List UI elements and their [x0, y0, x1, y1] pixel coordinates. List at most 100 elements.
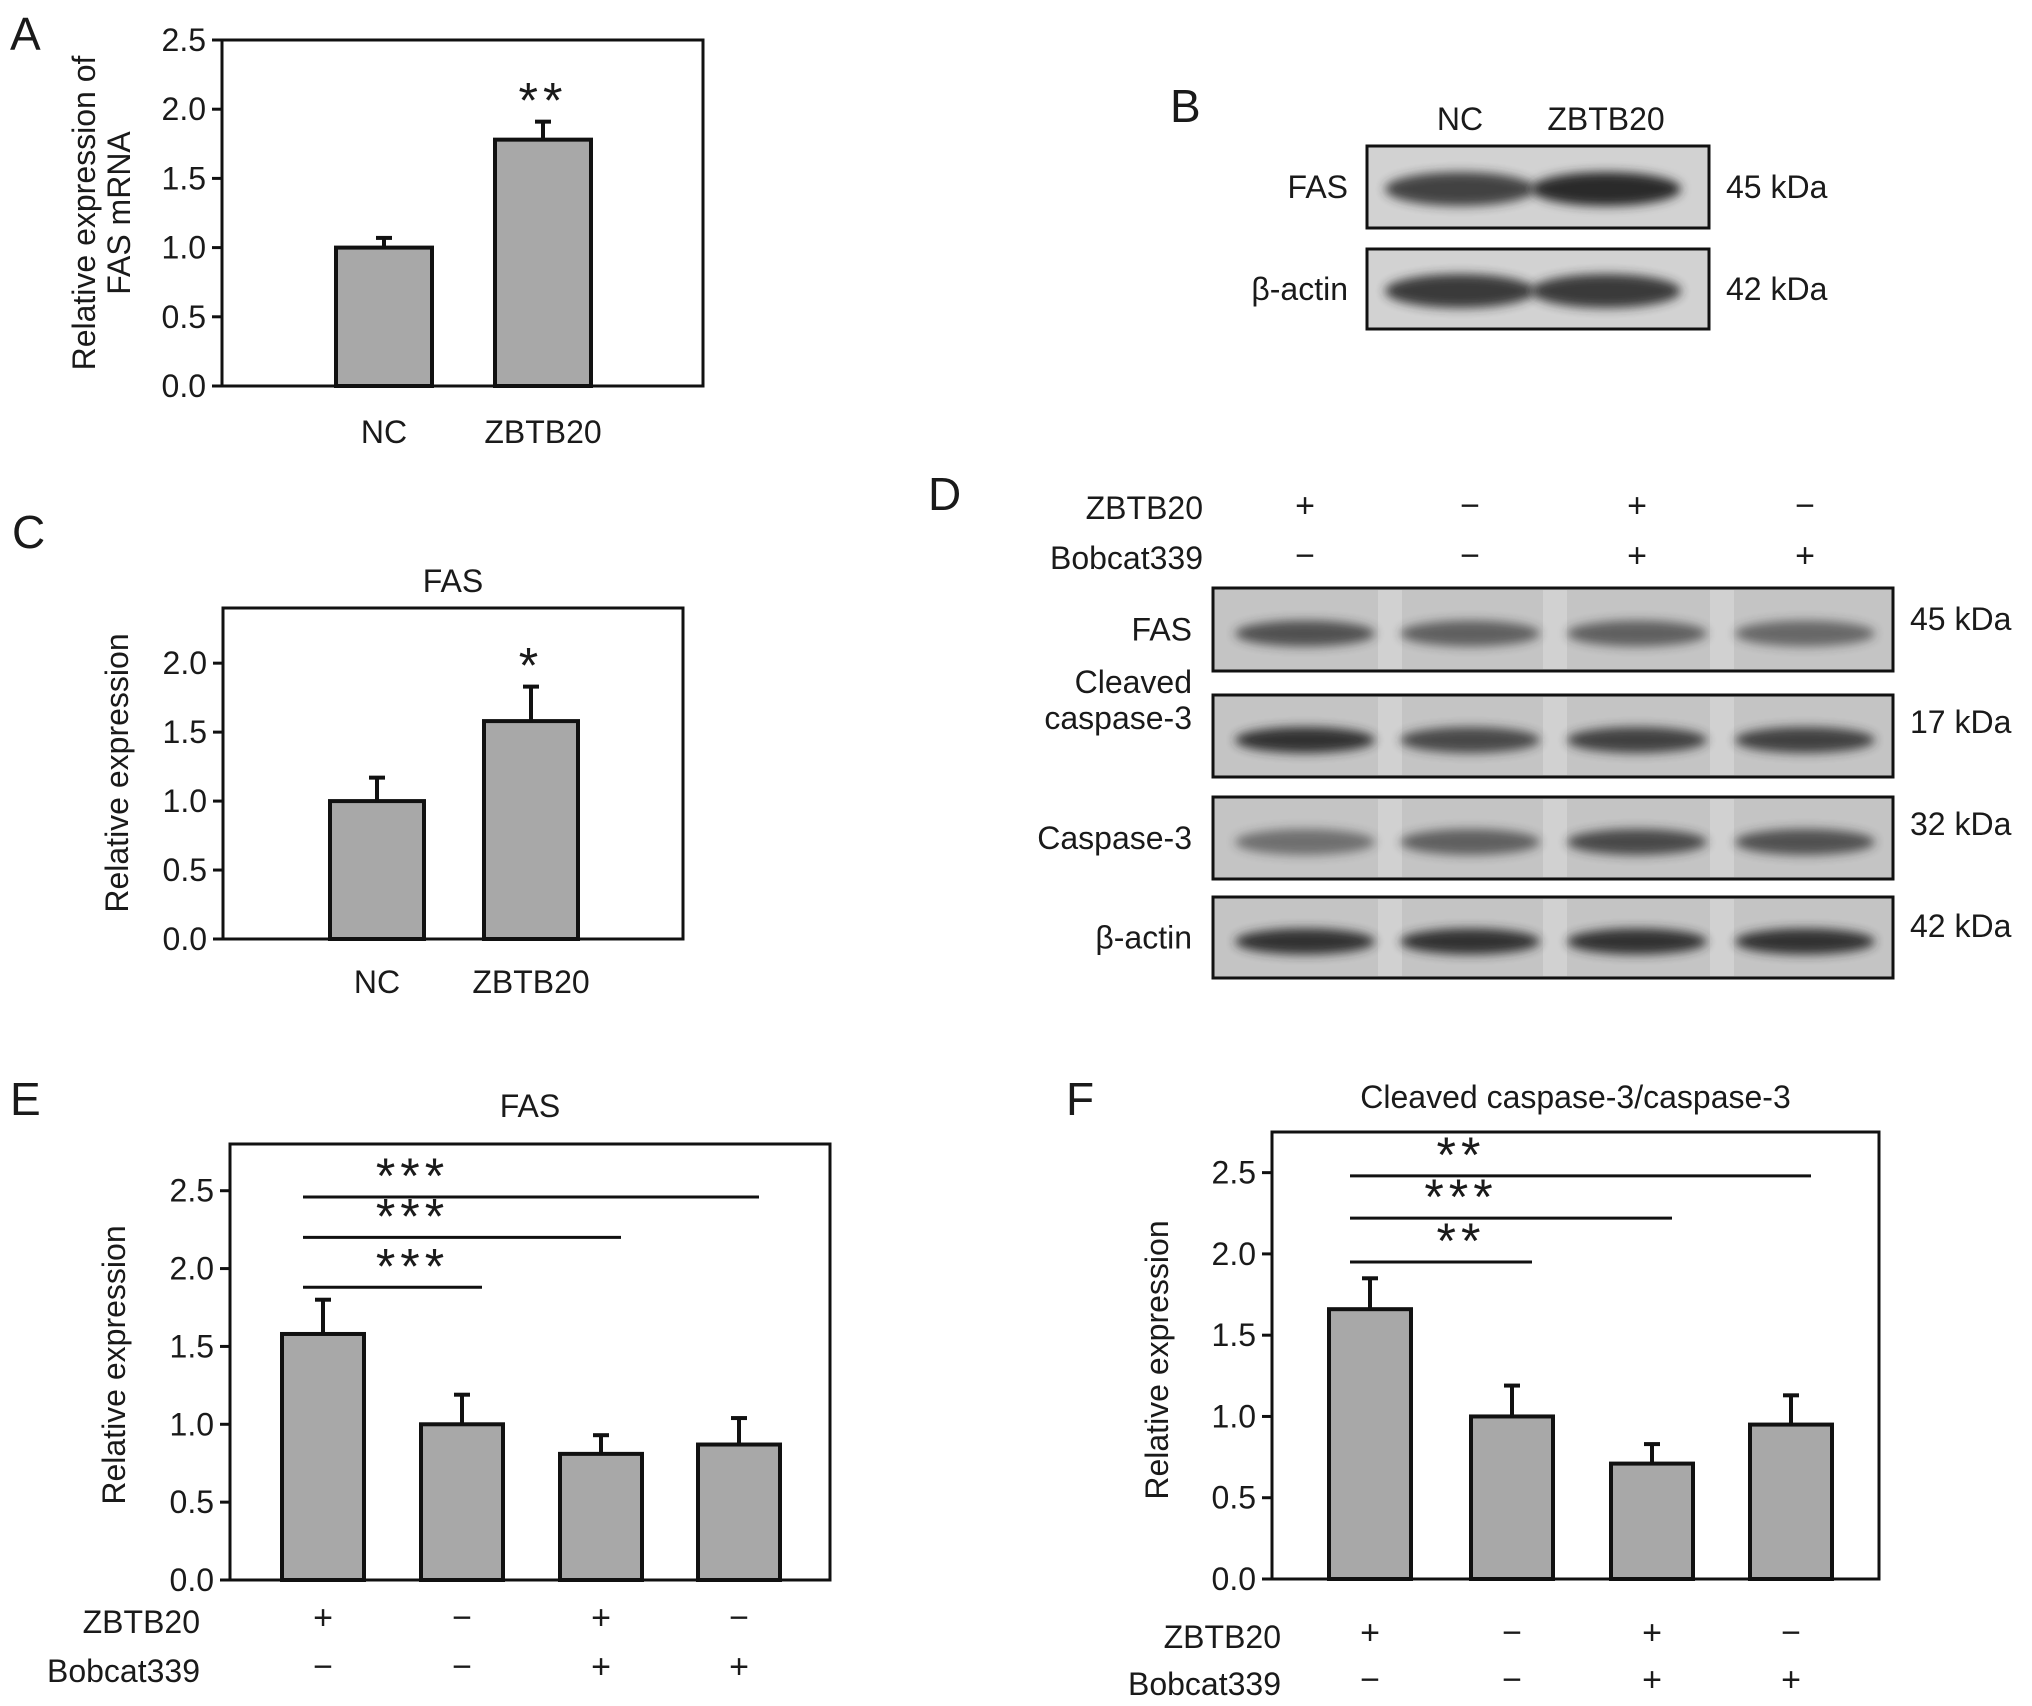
- blot-size-label: 45 kDa: [1910, 601, 2012, 637]
- protein-band: [1735, 620, 1875, 647]
- x-category-label: NC: [354, 964, 400, 1000]
- y-tick-label: 1.0: [1212, 1398, 1256, 1434]
- lane-gap: [1710, 799, 1734, 877]
- condition-sign: +: [591, 1599, 611, 1637]
- western-blot-d: ZBTB20 + − + − Bobcat339 − − + + FAS 45 kDa Cleavedc…: [1037, 487, 2012, 980]
- protein-band: [1531, 172, 1681, 206]
- condition-row-label: Bobcat339: [47, 1653, 200, 1689]
- lane-gap: [1378, 590, 1402, 669]
- chart-e-fas-treatments: 0.0 0.5 1.0 1.5 2.0 2.5 FAS Relative expression…: [47, 1088, 832, 1689]
- y-axis-title: Relative expression: [99, 633, 135, 912]
- lane-gap: [1710, 697, 1734, 775]
- blot-condition-sign: −: [1460, 487, 1480, 525]
- blot-row-label: Caspase-3: [1037, 820, 1192, 856]
- blot-row-label: β-actin: [1251, 271, 1348, 307]
- panel-letter-e: E: [10, 1073, 41, 1125]
- bar: [419, 1422, 505, 1583]
- blot-size-label: 42 kDa: [1910, 908, 2012, 944]
- bar: [482, 719, 580, 942]
- y-axis-title: Relative expression of: [66, 55, 102, 370]
- y-tick-label: 0.0: [170, 1562, 214, 1598]
- plot-frame: [1270, 1130, 1881, 1581]
- lane-gap: [1378, 799, 1402, 877]
- condition-sign: +: [729, 1648, 749, 1686]
- bar: [328, 799, 426, 941]
- protein-band: [1400, 620, 1540, 647]
- significance-marker: **: [519, 73, 568, 129]
- y-axis-title: Relative expression: [1139, 1220, 1175, 1499]
- panel-letter-d: D: [928, 468, 961, 520]
- blot-condition-sign: +: [1295, 487, 1315, 525]
- condition-sign: +: [1781, 1661, 1801, 1699]
- comparison-significance: ***: [1424, 1169, 1497, 1225]
- y-tick-label: 1.5: [1212, 1317, 1256, 1353]
- chart-f-cleaved-caspase-ratio: 0.0 0.5 1.0 1.5 2.0 2.5 Cleaved caspase-3/casp…: [1128, 1079, 1881, 1702]
- x-category-label: ZBTB20: [484, 414, 601, 450]
- bar: [1469, 1414, 1555, 1582]
- condition-sign: −: [452, 1648, 472, 1686]
- blot-condition-sign: +: [1627, 487, 1647, 525]
- blot-lane-label: NC: [1437, 101, 1483, 137]
- y-tick-label: 1.0: [163, 783, 207, 819]
- bar: [334, 245, 434, 388]
- y-tick-label: 1.5: [162, 160, 206, 196]
- comparison-significance: ***: [376, 1238, 449, 1294]
- condition-sign: −: [1781, 1614, 1801, 1652]
- protein-band: [1235, 727, 1375, 753]
- blot-row-label: Cleaved: [1075, 664, 1192, 700]
- y-tick-label: 2.0: [163, 645, 207, 681]
- y-tick-label: 2.0: [170, 1251, 214, 1287]
- protein-band: [1385, 274, 1535, 308]
- lane-gap: [1378, 899, 1402, 976]
- comparison-significance: **: [1437, 1213, 1486, 1269]
- chart-title: FAS: [500, 1088, 560, 1124]
- condition-sign: +: [1642, 1614, 1662, 1652]
- lane-gap: [1710, 899, 1734, 976]
- lane-gap: [1710, 590, 1734, 669]
- blot-lane-label: ZBTB20: [1547, 101, 1664, 137]
- blot-condition-label: ZBTB20: [1086, 490, 1203, 526]
- bar: [1327, 1307, 1413, 1581]
- y-tick-label: 0.5: [170, 1484, 214, 1520]
- condition-sign: +: [1642, 1661, 1662, 1699]
- x-category-label: ZBTB20: [472, 964, 589, 1000]
- protein-band: [1567, 829, 1707, 855]
- blot-row-label: FAS: [1132, 612, 1192, 648]
- bar: [493, 137, 593, 388]
- blot-condition-sign: −: [1295, 537, 1315, 575]
- condition-row-label: ZBTB20: [83, 1604, 200, 1640]
- blot-row-label: FAS: [1288, 169, 1348, 205]
- y-tick-label: 0.5: [162, 299, 206, 335]
- y-tick-label: 0.0: [163, 921, 207, 957]
- condition-sign: +: [313, 1599, 333, 1637]
- blot-condition-sign: +: [1627, 537, 1647, 575]
- plot-frame: [221, 606, 685, 941]
- y-tick-label: 2.5: [1212, 1155, 1256, 1191]
- y-axis-title: Relative expression: [96, 1225, 132, 1504]
- y-tick-label: 1.0: [170, 1406, 214, 1442]
- lane-gap: [1543, 799, 1567, 877]
- y-tick-label: 1.5: [170, 1328, 214, 1364]
- y-tick-label: 2.5: [162, 22, 206, 58]
- protein-band: [1735, 829, 1875, 855]
- western-blot-b: NC ZBTB20 FAS 45 kDa β-actin 42 kDa: [1251, 101, 1828, 331]
- protein-band: [1567, 727, 1707, 753]
- bar: [1609, 1461, 1695, 1582]
- protein-band: [1235, 829, 1375, 855]
- condition-sign: +: [591, 1648, 611, 1686]
- y-tick-label: 2.0: [1212, 1236, 1256, 1272]
- blot-size-label: 17 kDa: [1910, 704, 2012, 740]
- condition-row-label: Bobcat339: [1128, 1666, 1281, 1702]
- protein-band: [1735, 928, 1875, 955]
- blot-size-label: 32 kDa: [1910, 806, 2012, 842]
- blot-condition-sign: −: [1460, 537, 1480, 575]
- condition-row-label: ZBTB20: [1164, 1619, 1281, 1655]
- blot-size-label: 45 kDa: [1726, 169, 1828, 205]
- protein-band: [1235, 620, 1375, 647]
- bar: [280, 1331, 366, 1582]
- plot-frame: [228, 1142, 832, 1582]
- condition-sign: −: [1502, 1614, 1522, 1652]
- protein-band: [1385, 172, 1535, 206]
- panel-letter-c: C: [12, 506, 45, 558]
